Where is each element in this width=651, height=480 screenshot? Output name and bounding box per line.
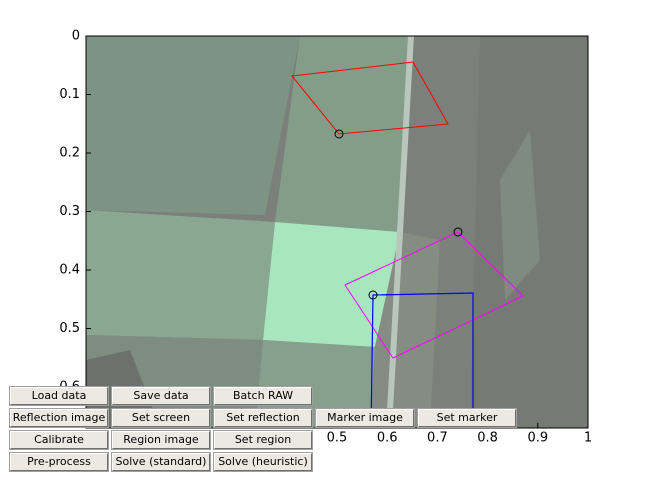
y-tick-label: 0.5 xyxy=(59,321,80,336)
button[interactable]: Save data xyxy=(111,386,211,406)
marker xyxy=(368,290,378,300)
y-tick-label: 0.4 xyxy=(59,263,80,278)
x-tick-label: 0.7 xyxy=(427,431,448,446)
x-tick-label: 0.8 xyxy=(477,431,498,446)
button[interactable]: Calibrate xyxy=(9,430,109,450)
button[interactable]: Reflection image xyxy=(9,408,109,428)
magenta-region xyxy=(344,231,524,359)
button[interactable]: Solve (heuristic) xyxy=(213,452,313,472)
x-tick-label: 0.5 xyxy=(327,431,348,446)
y-tick-label: 0 xyxy=(72,29,80,44)
button[interactable]: Solve (standard) xyxy=(111,452,211,472)
y-tick-label: 0.3 xyxy=(59,204,80,219)
button[interactable]: Pre-process xyxy=(9,452,109,472)
marker xyxy=(453,227,463,237)
red-region xyxy=(291,61,449,135)
x-tick-label: 0.9 xyxy=(527,431,548,446)
image xyxy=(86,36,588,428)
button[interactable]: Batch RAW xyxy=(213,386,313,406)
button[interactable]: Load data xyxy=(9,386,109,406)
y-tick-label: 0.2 xyxy=(59,146,80,161)
button[interactable]: Set region xyxy=(213,430,313,450)
button[interactable]: Set screen xyxy=(111,408,211,428)
x-tick-label: 1 xyxy=(584,431,592,446)
y-tick-label: 0.1 xyxy=(59,87,80,102)
x-tick-label: 0.6 xyxy=(377,431,398,446)
marker xyxy=(334,129,344,139)
button[interactable]: Region image xyxy=(111,430,211,450)
button[interactable]: Set marker xyxy=(417,408,517,428)
blue-region xyxy=(370,292,474,429)
button[interactable]: Set reflection xyxy=(213,408,313,428)
button[interactable]: Marker image xyxy=(315,408,415,428)
